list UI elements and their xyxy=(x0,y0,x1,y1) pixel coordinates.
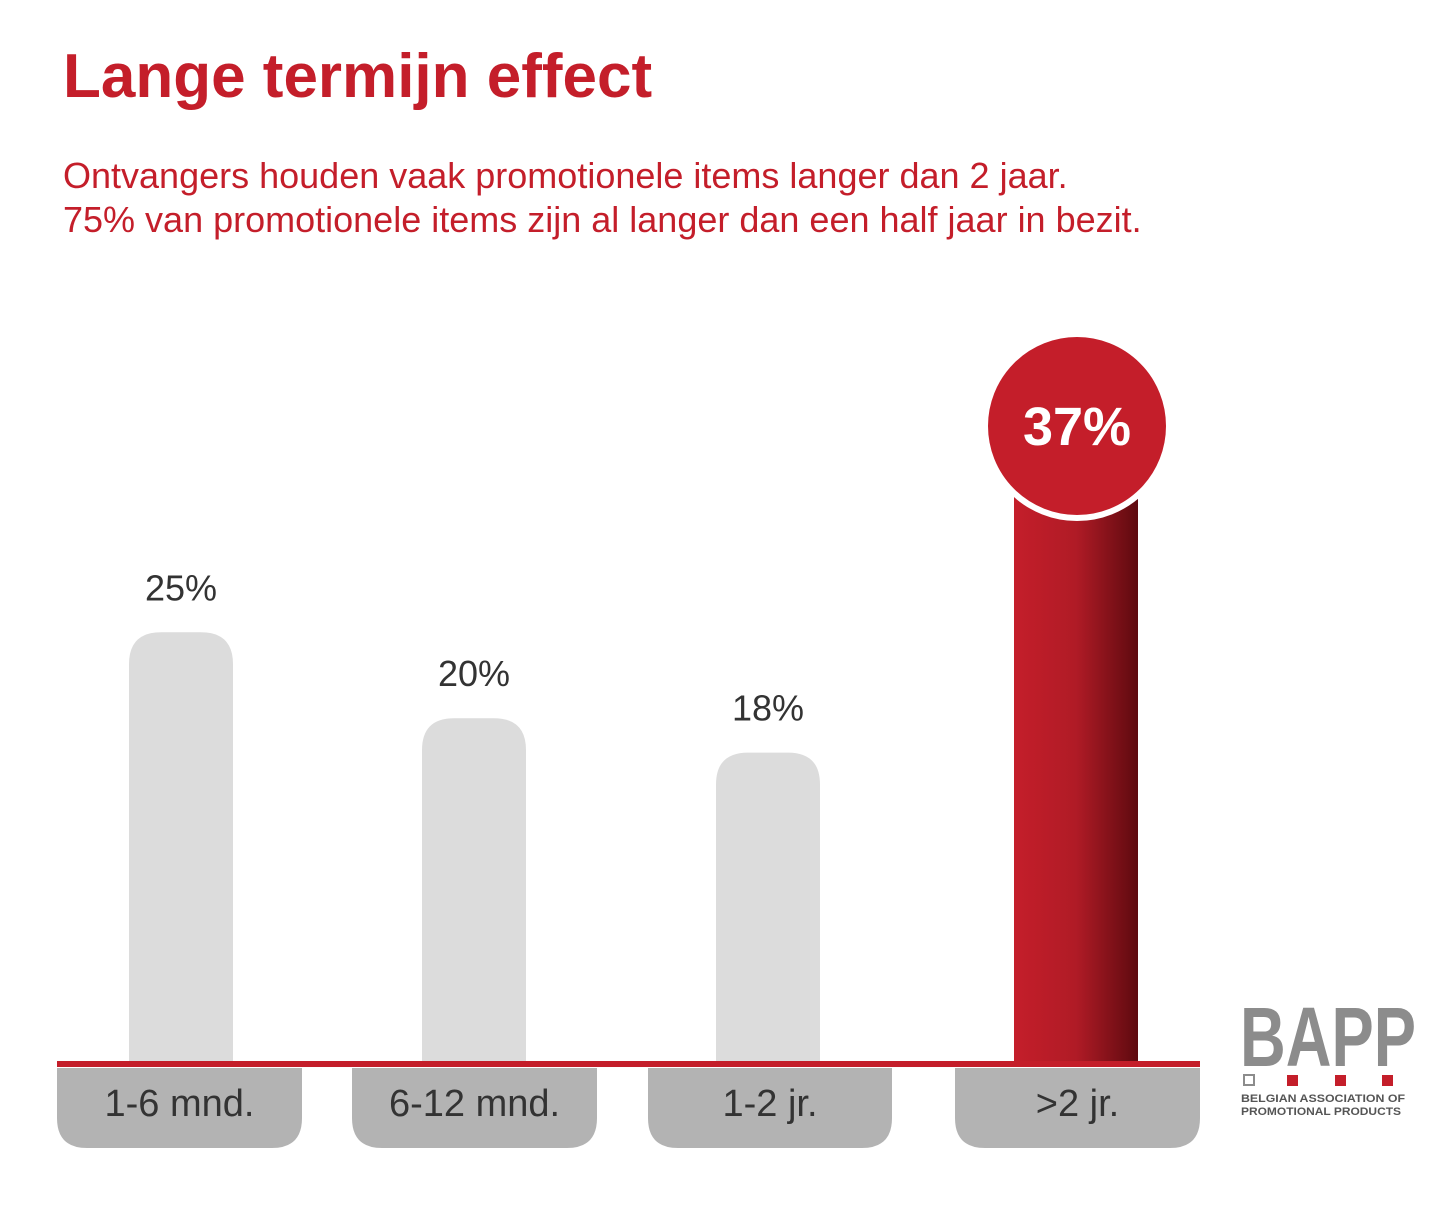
x-tick-label: >2 jr. xyxy=(1036,1083,1119,1125)
value-label: 20% xyxy=(438,653,510,694)
logo-square xyxy=(1335,1075,1346,1086)
bar xyxy=(129,632,233,1062)
logo-square xyxy=(1382,1075,1393,1086)
logo-tagline: BELGIAN ASSOCIATION OF xyxy=(1241,1093,1405,1105)
logo: BAPP BELGIAN ASSOCIATION OF PROMOTIONAL … xyxy=(1240,990,1416,1118)
category-box xyxy=(648,1068,892,1148)
logo-name: BAPP xyxy=(1240,990,1416,1084)
chart-title: Lange termijn effect xyxy=(63,42,652,111)
value-label: 25% xyxy=(145,567,217,608)
bar xyxy=(1014,426,1138,1062)
value-label: 18% xyxy=(732,688,804,729)
x-tick-label: 6-12 mnd. xyxy=(389,1083,560,1125)
bar xyxy=(422,718,526,1062)
category-box xyxy=(955,1068,1200,1148)
logo-tagline: PROMOTIONAL PRODUCTS xyxy=(1241,1106,1401,1118)
x-tick-label: 1-6 mnd. xyxy=(105,1083,255,1125)
chart-subtitle: 75% van promotionele items zijn al lange… xyxy=(63,199,1142,240)
category-box xyxy=(352,1068,597,1148)
bar xyxy=(716,752,820,1062)
plot-area: 1-6 mnd. 6-12 mnd. 1-2 jr. >2 jr. 25% 20% 18% 3… xyxy=(57,331,1200,1148)
category-box xyxy=(57,1068,302,1148)
x-tick-label: 1-2 jr. xyxy=(722,1083,817,1125)
value-badge xyxy=(982,331,1172,521)
logo-square xyxy=(1287,1075,1298,1086)
logo-square xyxy=(1243,1074,1255,1086)
baseline xyxy=(57,1061,1200,1067)
value-label: 37% xyxy=(1023,397,1131,457)
chart-subtitle: Ontvangers houden vaak promotionele item… xyxy=(63,155,1068,196)
